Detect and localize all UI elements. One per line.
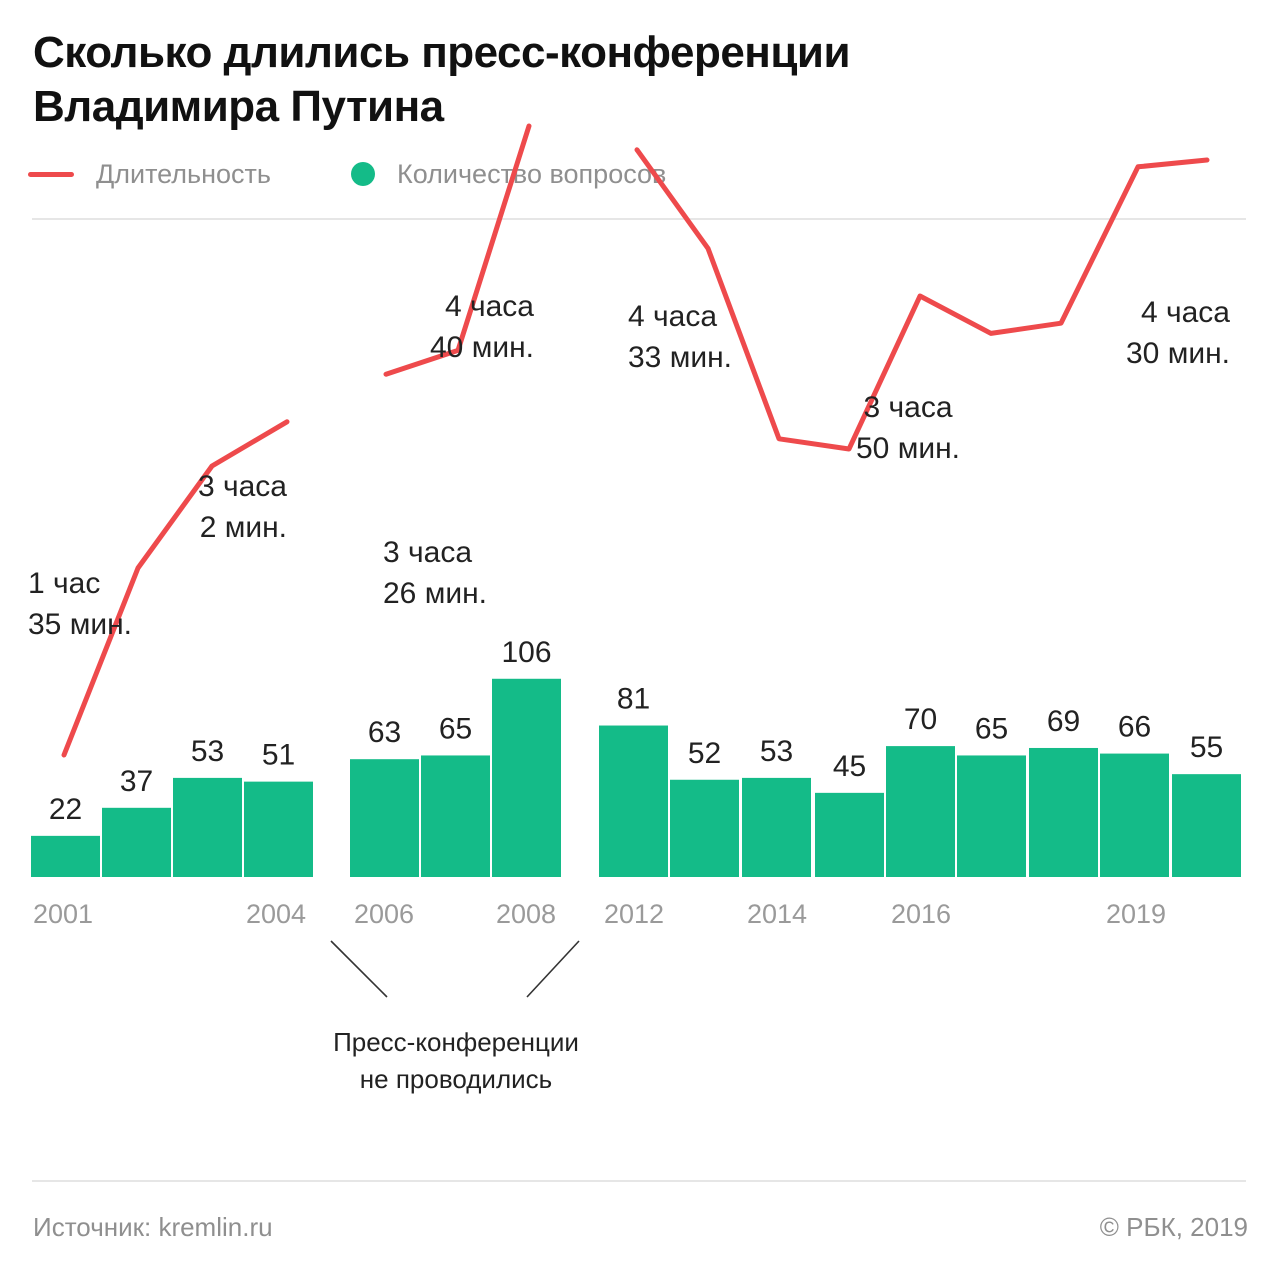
legend-item-questions: Количество вопросов: [351, 159, 666, 190]
bar: [492, 678, 561, 877]
duration-line: [61, 419, 290, 758]
bar: [886, 746, 955, 877]
duration-label: 33 мин.: [628, 341, 732, 374]
duration-label: 3 часа: [383, 536, 472, 569]
bar: [1029, 747, 1098, 877]
bar: [957, 755, 1026, 877]
bar-value-label: 66: [1118, 711, 1151, 744]
legend-item-duration: Длительность: [28, 159, 271, 190]
gap-note-text: не проводились: [360, 1064, 552, 1094]
bar-value-label: 55: [1190, 731, 1223, 764]
x-axis-ticks: 2001 2004 2006 2008 2012 2014 2016 2019: [33, 899, 1166, 929]
legend-dot-swatch: [351, 162, 375, 186]
legend-label-questions: Количество вопросов: [397, 158, 667, 189]
chart-title-line-1: Сколько длились пресс-конференции: [33, 28, 851, 77]
source-note: Источник: kremlin.ru: [33, 1212, 273, 1242]
gap-note-text: Пресс-конференции: [333, 1027, 579, 1057]
duration-labels: 1 час 35 мин. 3 часа 2 мин. 3 часа 26 мин. 4 ч…: [28, 290, 1230, 641]
duration-lines: [61, 123, 1210, 758]
legend-line-swatch: [28, 171, 74, 177]
bar: [421, 755, 490, 877]
duration-label: 1 час: [28, 567, 100, 600]
duration-label: 4 часа: [628, 300, 717, 333]
bar: [670, 779, 739, 877]
x-tick-label: 2004: [246, 899, 306, 929]
x-tick-label: 2012: [604, 899, 664, 929]
annotation-line-right: [526, 940, 580, 998]
bar: [599, 725, 668, 877]
x-tick-label: 2019: [1106, 899, 1166, 929]
duration-label: 30 мин.: [1126, 337, 1230, 370]
bar-value-label: 63: [368, 716, 401, 749]
duration-line: [383, 123, 532, 377]
bar: [31, 835, 100, 877]
duration-label: 40 мин.: [430, 331, 534, 364]
x-tick-label: 2014: [747, 899, 807, 929]
gap-annotation: Пресс-конференции не проводились: [330, 940, 580, 1094]
bar-value-label: 51: [262, 739, 295, 772]
copyright-note: © РБК, 2019: [1099, 1212, 1248, 1242]
chart-title: Сколько длились пресс-конференции Владим…: [33, 26, 1243, 134]
bar-value-label: 45: [833, 750, 866, 783]
duration-label: 4 часа: [1141, 296, 1230, 329]
top-divider: [32, 218, 1246, 220]
bar-value-label: 65: [975, 712, 1008, 745]
bottom-divider: [32, 1180, 1246, 1182]
bar-value-label: 53: [760, 735, 793, 768]
duration-label: 3 часа: [863, 391, 952, 424]
bar: [244, 781, 313, 877]
duration-label: 35 мин.: [28, 608, 132, 641]
bar: [173, 777, 242, 877]
bar-value-label: 37: [120, 765, 153, 798]
bar-value-label: 53: [191, 735, 224, 768]
chart-title-line-2: Владимира Путина: [33, 82, 444, 131]
annotation-line-left: [330, 940, 388, 998]
bar: [815, 792, 884, 877]
x-tick-label: 2016: [891, 899, 951, 929]
bar-value-label: 65: [439, 712, 472, 745]
duration-line: [634, 147, 1210, 452]
legend: Длительность Количество вопросов: [28, 156, 746, 192]
duration-label: 50 мин.: [856, 432, 960, 465]
duration-label: 4 часа: [445, 290, 534, 323]
bar-value-label: 22: [49, 793, 82, 826]
bars-group: 22 37 53 51 63 65 106 81 52 53 45 70 65 69 66 55: [31, 636, 1241, 877]
bar: [102, 807, 171, 877]
x-tick-label: 2008: [496, 899, 556, 929]
bar-value-label: 52: [688, 737, 721, 770]
duration-label: 2 мин.: [200, 511, 287, 544]
duration-label: 3 часа: [198, 470, 287, 503]
bar-value-label: 81: [617, 683, 650, 716]
bar: [742, 777, 811, 877]
duration-label: 26 мин.: [383, 577, 487, 610]
x-tick-label: 2001: [33, 899, 93, 929]
bar-value-label: 106: [501, 636, 551, 669]
bar: [1172, 774, 1241, 877]
bar-value-label: 69: [1047, 705, 1080, 738]
x-tick-label: 2006: [354, 899, 414, 929]
legend-label-duration: Длительность: [96, 158, 271, 189]
bar: [350, 759, 419, 877]
bar: [1100, 753, 1169, 877]
bar-value-label: 70: [904, 703, 937, 736]
